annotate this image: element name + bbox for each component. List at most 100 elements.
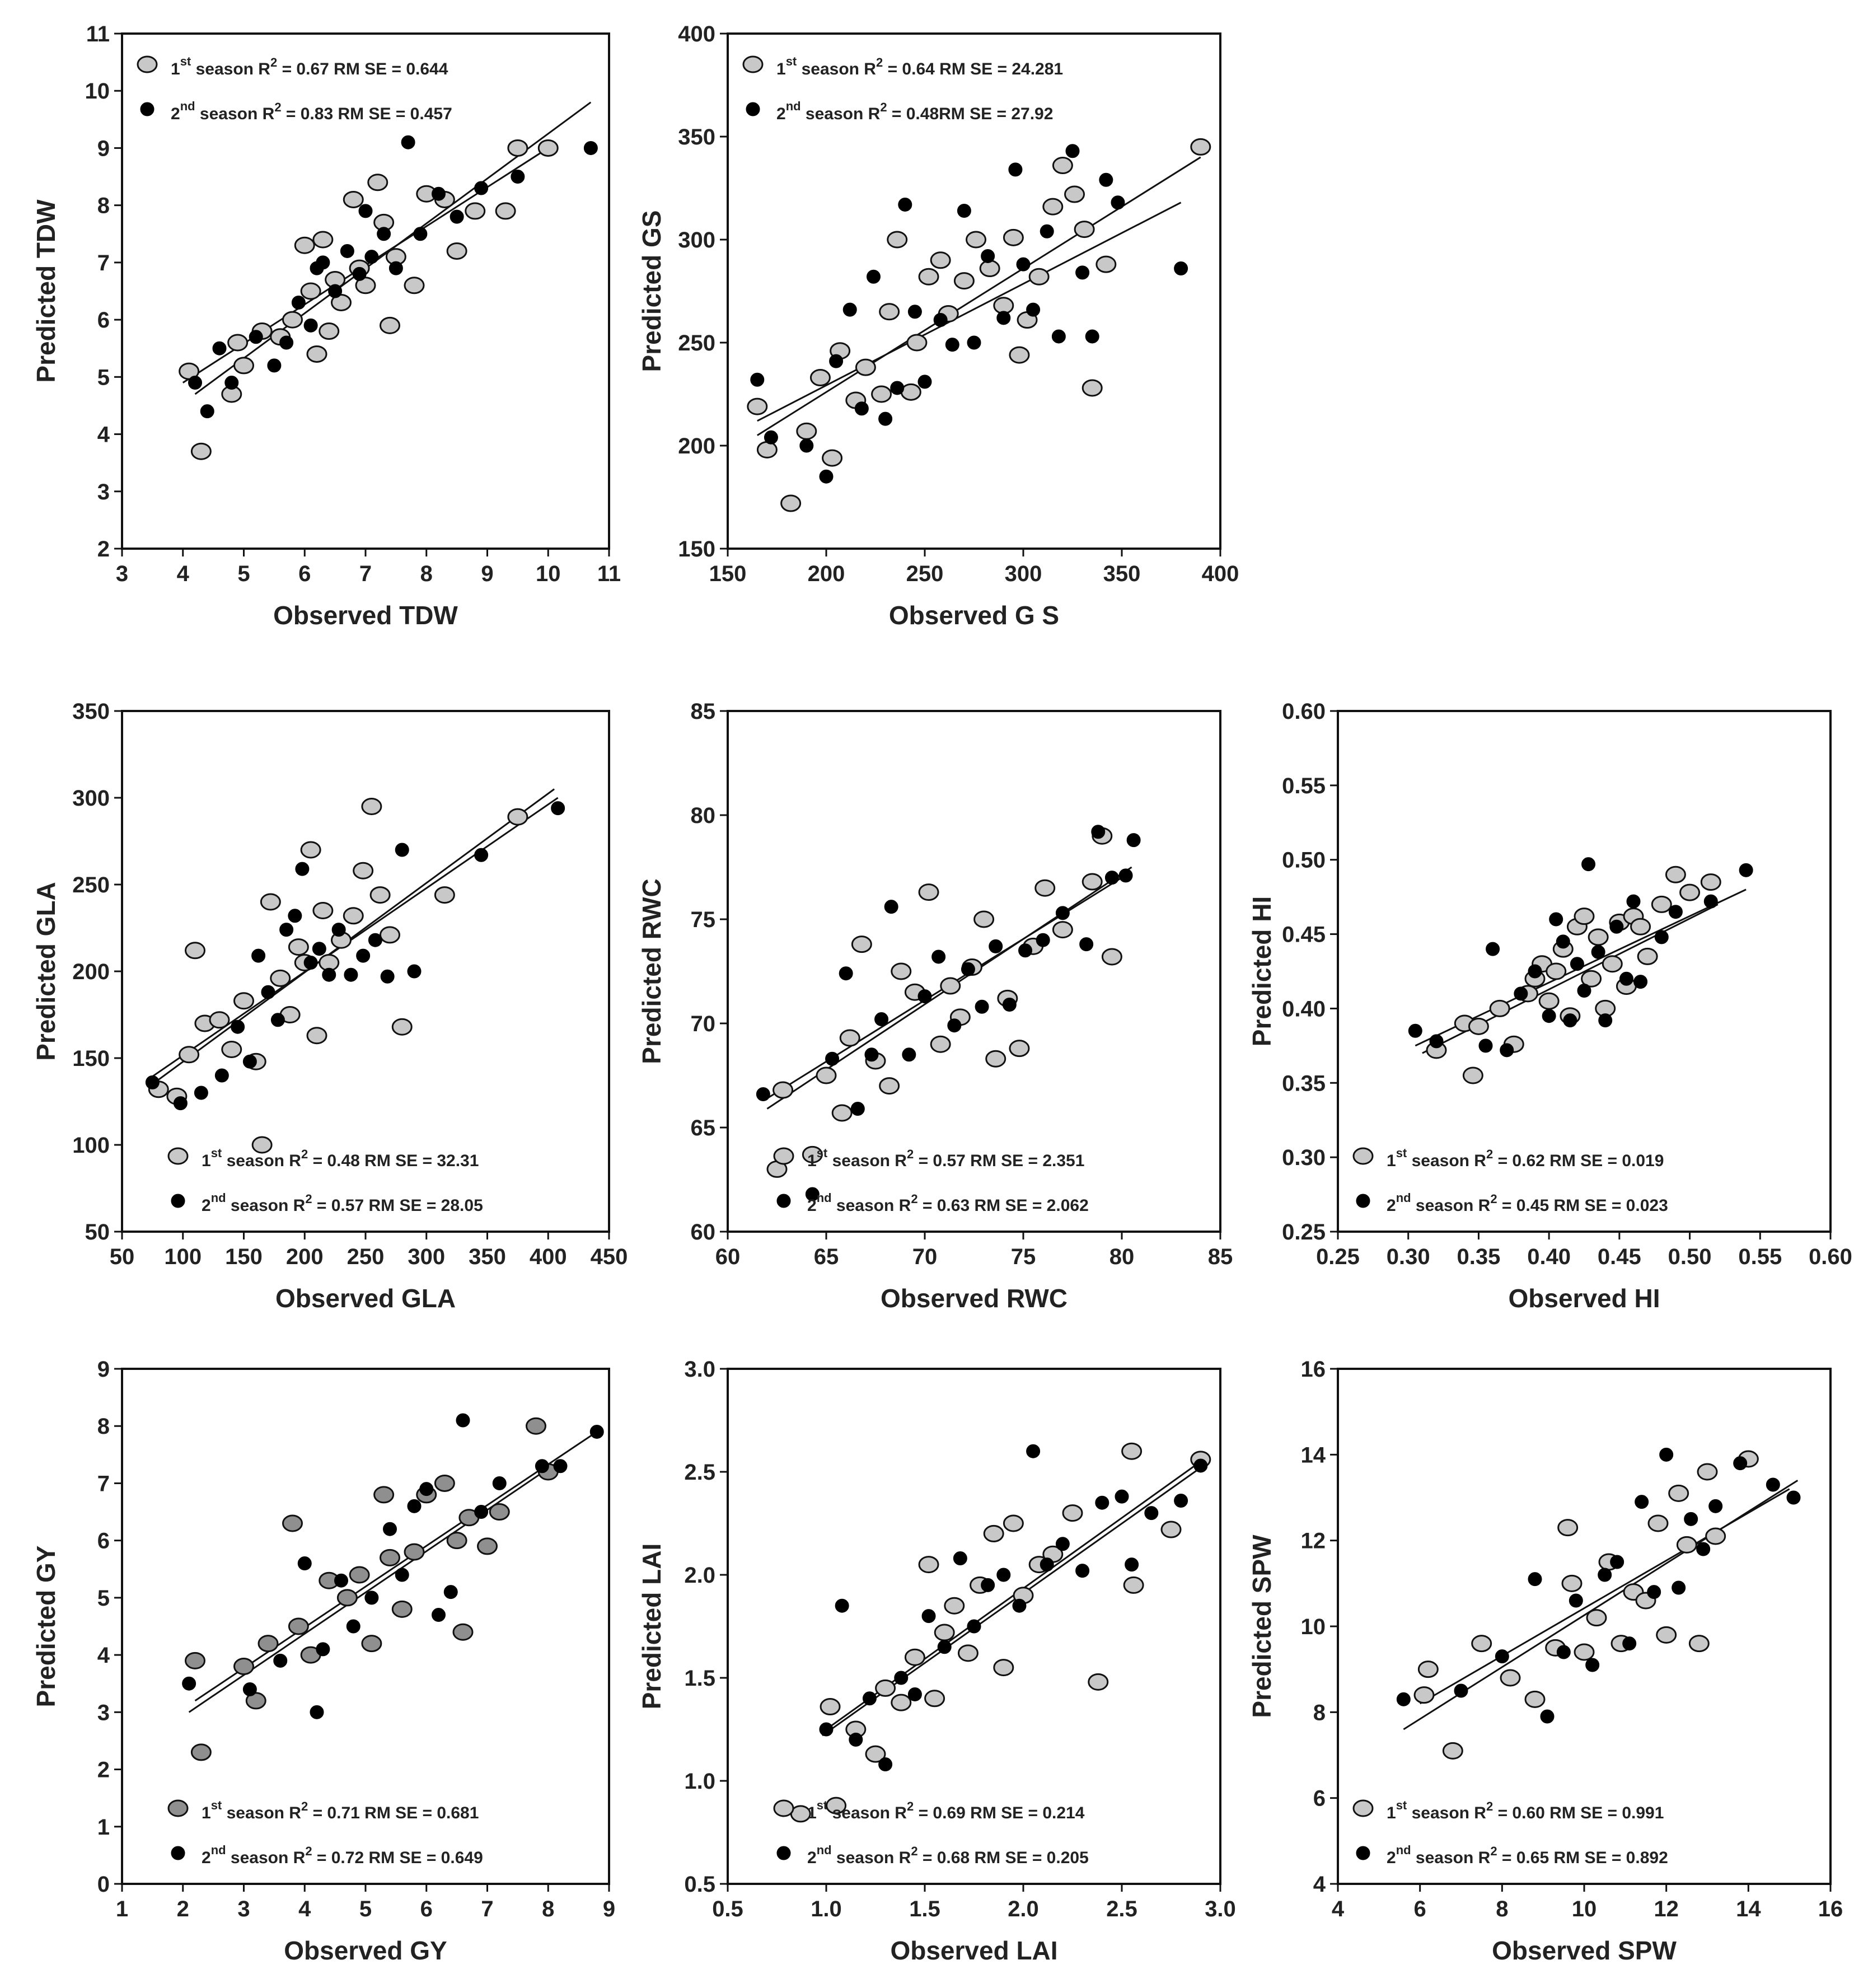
point-season1 [185, 942, 205, 960]
point-season2 [1549, 912, 1563, 927]
point-season1 [1546, 962, 1567, 980]
point-season2 [231, 1019, 245, 1034]
point-season1 [446, 242, 467, 260]
point-season1 [380, 1549, 400, 1566]
x-axis-title: Observed GLA [275, 1284, 456, 1313]
point-season1 [251, 1136, 273, 1154]
y-tick-label: 0.25 [1282, 1220, 1326, 1245]
point-season1 [1413, 1686, 1435, 1704]
point-season1 [179, 1046, 200, 1064]
point-season2 [589, 1424, 604, 1439]
y-axis-title: Predicted SPW [1247, 1535, 1276, 1718]
point-season1 [1705, 1527, 1726, 1545]
point-season2 [1495, 1649, 1509, 1664]
x-tick-label: 150 [709, 562, 747, 586]
legend-label-season2: 2nd season R2 = 0.65 RM SE = 0.892 [1387, 1843, 1668, 1867]
x-tick-label: 2.5 [1106, 1897, 1137, 1921]
point-season1 [404, 277, 425, 294]
y-tick-label: 9 [97, 1357, 110, 1382]
y-tick-label: 4 [97, 423, 110, 447]
point-season2 [388, 261, 403, 275]
point-season1 [233, 1658, 254, 1676]
point-season1 [1637, 947, 1658, 965]
y-tick-label: 12 [1301, 1529, 1326, 1554]
point-season1 [477, 1537, 498, 1555]
point-season2 [764, 430, 778, 445]
point-season2 [316, 1642, 330, 1657]
point-season1 [1602, 955, 1623, 973]
point-season2 [1478, 1039, 1493, 1053]
x-tick-label: 10 [1572, 1897, 1597, 1921]
y-tick-label: 300 [72, 786, 110, 811]
point-season2 [1633, 975, 1648, 989]
point-season1 [288, 1617, 309, 1635]
x-tick-label: 300 [1005, 562, 1042, 586]
point-season1 [1679, 883, 1701, 901]
y-tick-label: 85 [691, 699, 716, 724]
point-season2 [346, 1619, 361, 1634]
point-season1 [495, 202, 516, 220]
x-tick-label: 70 [912, 1245, 938, 1269]
point-season2 [819, 1722, 834, 1737]
point-season2 [750, 372, 765, 387]
point-season2 [1115, 1489, 1129, 1504]
y-tick-label: 0 [97, 1872, 110, 1897]
point-season1 [1697, 1463, 1718, 1481]
y-tick-label: 250 [678, 331, 715, 355]
legend-marker-season1 [1352, 1799, 1374, 1817]
point-season2 [839, 966, 853, 981]
y-tick-label: 1.5 [684, 1666, 715, 1691]
point-season2 [1026, 302, 1041, 317]
point-season1 [489, 1503, 510, 1521]
fit-line-season2 [822, 1467, 1201, 1737]
point-season1 [1500, 1669, 1521, 1687]
x-tick-label: 450 [591, 1245, 628, 1269]
point-season2 [1408, 1023, 1422, 1038]
plot-area [145, 788, 565, 1154]
x-tick-label: 0.50 [1668, 1245, 1712, 1269]
point-season1 [820, 1698, 841, 1716]
point-season2 [1542, 1009, 1556, 1023]
point-season1 [809, 369, 831, 387]
legend-marker-season1 [167, 1147, 189, 1165]
point-season2 [295, 862, 310, 876]
point-season1 [906, 334, 928, 352]
point-season2 [1118, 868, 1133, 883]
point-season1 [851, 935, 872, 953]
plot-area [747, 138, 1211, 512]
x-tick-label: 8 [542, 1897, 554, 1921]
point-season2 [917, 375, 932, 389]
x-axis-title: Observed HI [1509, 1284, 1660, 1313]
point-season2 [825, 1051, 840, 1066]
point-season2 [200, 404, 214, 419]
point-season1 [802, 1145, 823, 1163]
point-season2 [953, 1551, 967, 1566]
point-season1 [1074, 221, 1095, 238]
point-season2 [1609, 919, 1624, 934]
y-tick-label: 2 [97, 537, 110, 562]
point-season2 [322, 967, 336, 982]
point-season2 [1514, 986, 1528, 1001]
point-season1 [312, 231, 334, 249]
x-tick-label: 8 [420, 562, 433, 586]
legend-marker-season1 [773, 1147, 794, 1165]
x-tick-label: 400 [530, 1245, 567, 1269]
legend-label-season1: 1st season R2 = 0.64 RM SE = 24.281 [776, 54, 1063, 78]
y-tick-label: 300 [678, 228, 715, 252]
point-season1 [190, 442, 212, 460]
point-season2 [419, 1482, 434, 1496]
legend-label-season1: 1st season R2 = 0.69 RM SE = 0.214 [807, 1798, 1085, 1822]
point-season1 [865, 1745, 886, 1763]
point-season1 [380, 926, 400, 944]
x-tick-label: 200 [286, 1245, 324, 1269]
x-tick-label: 200 [808, 562, 845, 586]
point-season2 [981, 1578, 995, 1592]
legend-label-season2: 2nd season R2 = 0.68 RM SE = 0.205 [807, 1843, 1089, 1867]
point-season2 [395, 1568, 409, 1582]
point-season2 [931, 949, 946, 964]
point-season1 [930, 251, 951, 269]
point-season2 [849, 1732, 863, 1747]
point-season2 [1659, 1447, 1674, 1462]
point-season2 [1556, 1645, 1571, 1659]
